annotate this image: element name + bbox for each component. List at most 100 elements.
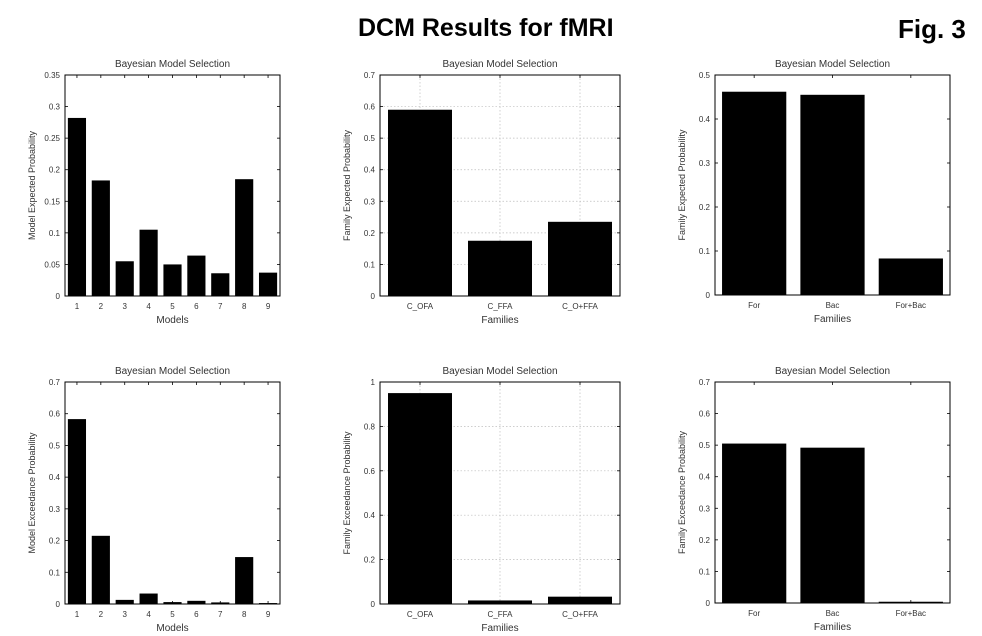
bar (139, 229, 158, 296)
x-tick-label: For+Bac (896, 609, 926, 618)
bar (722, 443, 787, 603)
bar (468, 240, 532, 296)
chart-title: Bayesian Model Selection (775, 59, 890, 70)
y-tick-label: 0.1 (49, 568, 61, 577)
bar (187, 255, 206, 296)
bar (722, 91, 787, 295)
y-tick-label: 0.4 (699, 115, 711, 124)
y-tick-label: 0.2 (364, 229, 376, 238)
y-tick-label: 0.6 (49, 410, 61, 419)
x-tick-label: 5 (170, 610, 175, 619)
x-tick-label: 2 (99, 610, 104, 619)
y-tick-label: 0.7 (364, 71, 376, 80)
x-axis-label: Models (156, 623, 188, 634)
y-tick-label: 0.4 (364, 166, 376, 175)
x-tick-label: 6 (194, 610, 199, 619)
x-tick-label: 1 (75, 610, 80, 619)
y-tick-label: 0.8 (364, 422, 376, 431)
figure-title: DCM Results for fMRI (358, 14, 614, 42)
x-tick-label: 4 (146, 302, 151, 311)
bar (388, 393, 452, 604)
bar (115, 261, 134, 296)
x-tick-label: For+Bac (896, 301, 926, 310)
y-tick-label: 0.5 (49, 441, 61, 450)
x-tick-label: C_FFA (488, 302, 514, 311)
x-tick-label: For (748, 301, 760, 310)
x-tick-label: 4 (146, 610, 151, 619)
y-axis-label: Model Exceedance Probability (27, 432, 37, 554)
chart-panel-6: 0 0.1 0.2 0.3 0.4 0.5 0.6 0.7 For Bac For+Bac Bayes… (677, 366, 951, 633)
x-tick-label: For (748, 609, 760, 618)
x-tick-label: C_FFA (488, 610, 514, 619)
bar (211, 273, 230, 296)
y-tick-label: 0.2 (699, 536, 711, 545)
y-axis-label: Family Expected Probability (342, 129, 352, 241)
y-tick-label: 0 (56, 292, 61, 301)
x-axis-label: Families (814, 314, 851, 325)
chart-panel-3: 0 0.1 0.2 0.3 0.4 0.5 For Bac For+Bac Bayesian Mo… (677, 59, 951, 325)
chart-title: Bayesian Model Selection (115, 366, 230, 377)
y-axis-label: Family Exceedance Probability (677, 430, 687, 554)
x-tick-label: 7 (218, 302, 223, 311)
y-tick-label: 0.1 (699, 247, 711, 256)
y-tick-label: 1 (371, 378, 376, 387)
bar (139, 593, 158, 604)
bar (235, 179, 254, 296)
chart-panel-1: 0 0.05 0.1 0.15 0.2 0.25 0.3 0.35 1 2 3 4 5 6 7 8 9 Bayes… (27, 59, 281, 326)
y-tick-label: 0.2 (364, 556, 376, 565)
chart-panel-5: 0 0.2 0.4 0.6 0.8 1 C_OFA C_FFA C_O+FFA Bayesian … (342, 366, 621, 634)
y-tick-label: 0.2 (49, 537, 61, 546)
y-axis-label: Family Exceedance Probability (342, 431, 352, 555)
y-tick-label: 0 (706, 599, 711, 608)
bar (800, 94, 865, 295)
x-tick-label: 7 (218, 610, 223, 619)
y-tick-label: 0.4 (699, 473, 711, 482)
y-tick-label: 0.6 (364, 467, 376, 476)
y-tick-label: 0.4 (364, 511, 376, 520)
y-axis-label: Family Expected Probability (677, 129, 687, 241)
y-tick-label: 0.15 (44, 197, 60, 206)
y-tick-label: 0.2 (699, 203, 711, 212)
x-tick-label: 9 (266, 610, 271, 619)
x-tick-label: C_O+FFA (562, 610, 598, 619)
x-tick-label: 1 (75, 302, 80, 311)
chart-title: Bayesian Model Selection (775, 366, 890, 377)
bar (91, 535, 110, 604)
y-tick-label: 0.3 (699, 159, 711, 168)
bar (235, 557, 254, 604)
y-tick-label: 0.35 (44, 71, 60, 80)
y-tick-label: 0.6 (699, 410, 711, 419)
x-tick-label: 6 (194, 302, 199, 311)
y-tick-label: 0 (371, 292, 376, 301)
x-tick-label: 8 (242, 610, 247, 619)
figure-label: Fig. 3 (898, 14, 966, 44)
x-tick-label: 8 (242, 302, 247, 311)
bar (388, 109, 452, 296)
y-tick-label: 0.6 (364, 103, 376, 112)
x-tick-label: C_OFA (407, 302, 434, 311)
bar (67, 419, 87, 604)
y-tick-label: 0.5 (699, 71, 711, 80)
chart-title: Bayesian Model Selection (442, 366, 557, 377)
x-tick-label: C_OFA (407, 610, 434, 619)
x-axis-label: Models (156, 315, 188, 326)
x-tick-label: 9 (266, 302, 271, 311)
x-tick-label: 2 (99, 302, 104, 311)
bar (258, 272, 278, 296)
x-axis-label: Families (481, 315, 518, 326)
x-tick-label: 5 (170, 302, 175, 311)
chart-title: Bayesian Model Selection (115, 59, 230, 70)
x-tick-label: 3 (122, 302, 127, 311)
y-tick-label: 0.5 (699, 441, 711, 450)
bar (67, 117, 87, 297)
y-tick-label: 0.3 (49, 103, 61, 112)
y-tick-label: 0.05 (44, 260, 60, 269)
bar (548, 221, 612, 296)
x-axis-label: Families (814, 622, 851, 633)
x-axis-label: Families (481, 623, 518, 634)
y-tick-label: 0.1 (49, 229, 61, 238)
chart-panel-2: 0 0.1 0.2 0.3 0.4 0.5 0.6 0.7 C_OFA C_FFA C_O+FFA B… (342, 59, 621, 326)
y-tick-label: 0.3 (699, 504, 711, 513)
y-tick-label: 0 (56, 600, 61, 609)
y-tick-label: 0.5 (364, 134, 376, 143)
